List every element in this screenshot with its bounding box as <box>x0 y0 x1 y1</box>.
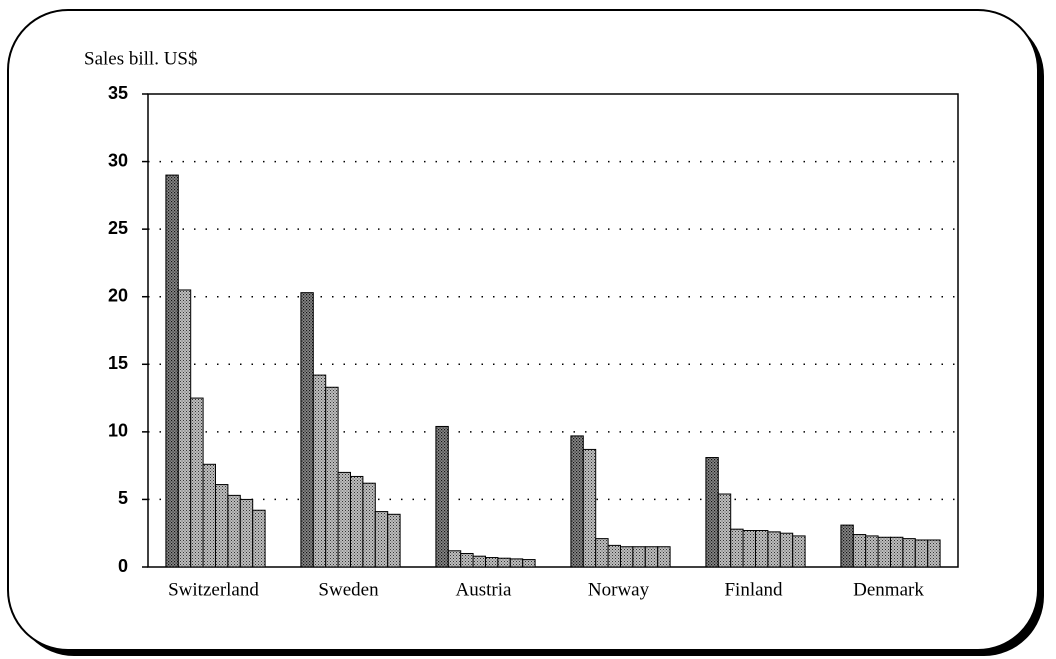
bar <box>852 534 867 568</box>
bar <box>792 535 806 568</box>
y-tick-label: 20 <box>108 285 128 305</box>
x-tick-label: Sweden <box>318 579 379 600</box>
bar <box>202 463 217 568</box>
bar <box>300 292 314 568</box>
bar <box>755 530 769 568</box>
y-tick-label: 10 <box>108 421 128 441</box>
bar <box>215 484 229 568</box>
bar <box>509 558 524 568</box>
bar <box>657 546 671 568</box>
bar <box>595 538 609 568</box>
bar <box>337 471 352 568</box>
bar <box>570 435 584 568</box>
bar <box>312 374 327 568</box>
bar <box>165 174 179 568</box>
bar <box>374 511 389 568</box>
bar <box>350 475 364 568</box>
x-tick-label: Austria <box>456 579 513 600</box>
bar <box>522 559 536 568</box>
bar <box>387 513 401 568</box>
bar <box>620 546 634 568</box>
x-tick-label: Norway <box>588 579 650 600</box>
bar <box>890 536 904 568</box>
bar <box>177 289 192 568</box>
bar <box>865 535 879 568</box>
y-axis-label: Sales bill. US$ <box>84 48 197 69</box>
bar <box>485 557 499 568</box>
bar <box>840 524 854 568</box>
bar <box>497 557 511 568</box>
bar <box>447 550 462 568</box>
y-tick-label: 30 <box>108 150 128 170</box>
bar <box>607 544 621 568</box>
bar <box>632 546 646 568</box>
bar <box>435 425 449 568</box>
y-tick-label: 35 <box>108 83 128 103</box>
x-tick-label: Switzerland <box>168 579 259 600</box>
y-tick-label: 15 <box>108 353 128 373</box>
bar <box>460 552 474 568</box>
frame <box>7 9 1039 651</box>
bar <box>227 494 241 568</box>
bar <box>730 528 744 568</box>
bar <box>767 531 781 568</box>
x-tick-label: Denmark <box>853 579 924 600</box>
bar <box>914 539 929 568</box>
bar <box>742 530 756 568</box>
bar <box>644 546 659 568</box>
plot-frame <box>147 93 959 568</box>
bar <box>582 448 597 568</box>
y-tick-label: 0 <box>118 556 128 576</box>
bar <box>472 555 487 568</box>
bar <box>717 493 732 568</box>
x-tick-label: Finland <box>724 579 783 600</box>
bar <box>705 457 719 568</box>
bar <box>927 539 941 568</box>
bar <box>877 536 891 568</box>
bar <box>779 532 794 568</box>
bar <box>902 538 916 568</box>
bar <box>362 482 376 568</box>
y-tick-label: 5 <box>118 488 128 508</box>
y-tick-label: 25 <box>108 218 128 238</box>
bar <box>190 397 204 568</box>
bar <box>252 509 266 568</box>
bar <box>239 498 254 568</box>
bar <box>325 386 339 568</box>
